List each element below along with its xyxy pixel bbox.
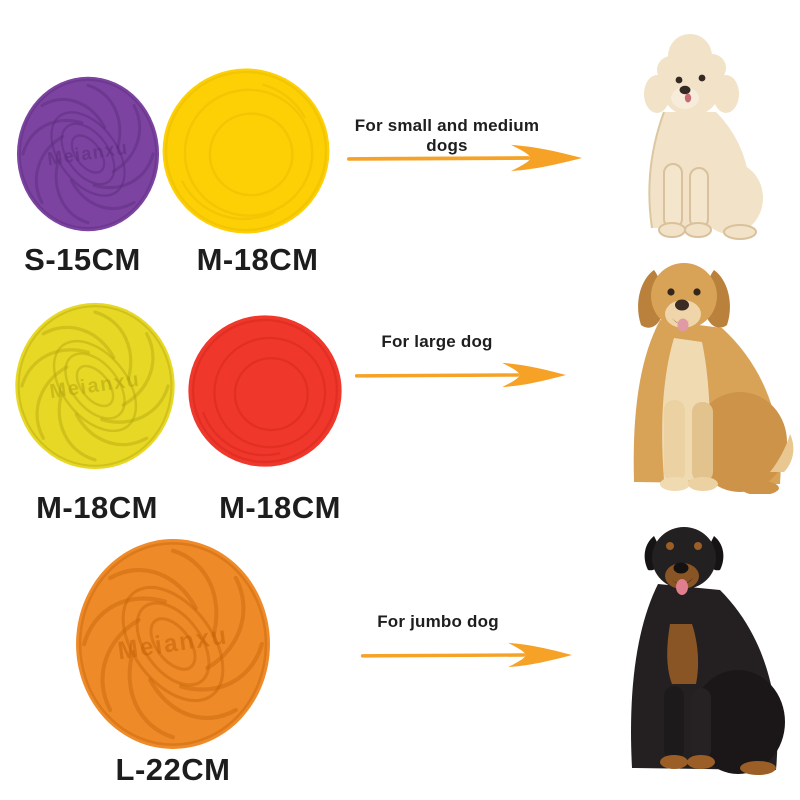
frisbee-swirl-pattern <box>17 305 173 467</box>
poodle-face <box>675 74 706 95</box>
arrow-shaft <box>360 653 526 658</box>
frisbee-swirl-pattern <box>18 78 158 230</box>
frisbee-small-purple: Meianxu <box>16 76 160 232</box>
arrow-right-icon <box>354 362 566 388</box>
frisbee-center-rings <box>52 339 138 433</box>
golden-face <box>667 288 701 311</box>
arrow-right-icon <box>347 144 582 172</box>
large-dog-image-golden-retriever <box>633 263 794 494</box>
arrow-shaft <box>347 156 530 161</box>
frisbee-body <box>15 302 175 470</box>
size-label-m18-right: M-18CM <box>219 490 341 525</box>
arrow-shaft <box>354 373 520 378</box>
small-dog-image-poodle <box>644 34 763 240</box>
poodle-front-legs <box>663 163 709 229</box>
size-label-m18-left: M-18CM <box>36 490 158 525</box>
size-label-m18-top: M-18CM <box>196 242 319 277</box>
frisbee-body <box>188 315 342 467</box>
frisbee-swirl-pattern <box>78 541 268 747</box>
frisbee-body <box>162 68 330 234</box>
arrow-head <box>511 144 582 172</box>
frisbee-medium-yellowgreen: Meianxu <box>15 302 175 470</box>
size-label-s15: S-15CM <box>24 242 141 277</box>
rottweiler-face <box>673 562 689 574</box>
size-label-l22: L-22CM <box>115 752 231 787</box>
frisbee-medium-yellow <box>162 68 330 234</box>
frisbee-body <box>76 539 270 749</box>
arrow-head <box>508 642 572 668</box>
arrow-right-icon <box>360 642 572 668</box>
arrow-label-small-medium: For small and medium dogs <box>354 116 540 156</box>
frisbee-ring-pattern <box>191 318 339 464</box>
arrow-label-large: For large dog <box>381 332 493 351</box>
jumbo-dog-image-rottweiler <box>631 527 785 775</box>
poodle-paws <box>658 222 757 240</box>
frisbee-center-rings <box>121 585 225 703</box>
frisbee-ring-pattern <box>164 70 328 232</box>
frisbee-medium-red <box>188 315 342 467</box>
frisbee-center-rings <box>50 111 126 197</box>
arrow-head <box>502 362 566 388</box>
frisbee-body <box>16 76 160 232</box>
frisbee-large-orange: Meianxu <box>76 539 270 749</box>
arrow-label-jumbo: For jumbo dog <box>377 612 499 631</box>
